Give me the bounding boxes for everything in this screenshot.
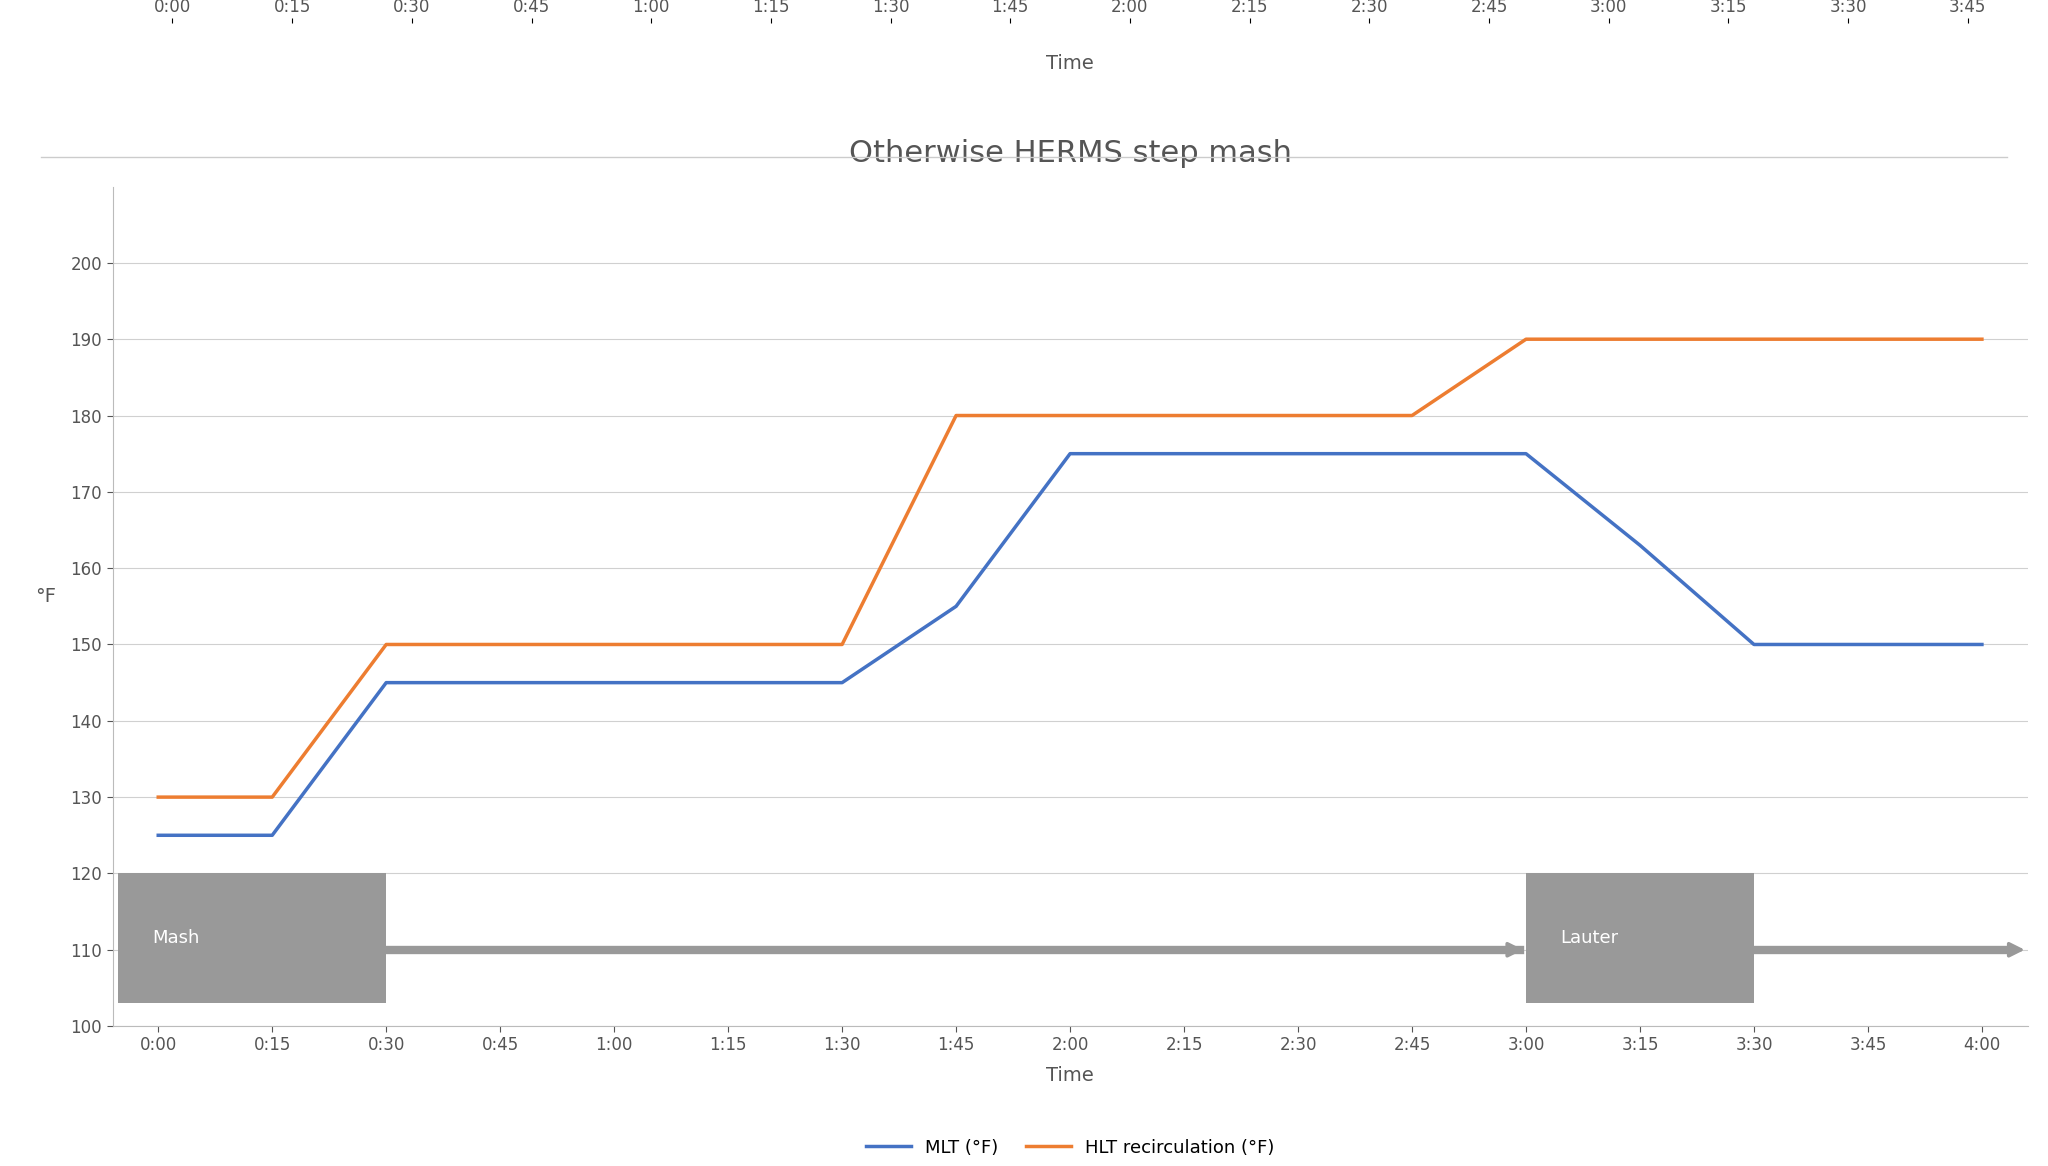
Text: Lauter: Lauter <box>1561 929 1618 947</box>
Legend: MLT (°F), HLT recirculation (°F): MLT (°F), HLT recirculation (°F) <box>858 192 1282 225</box>
Title: Otherwise HERMS step mash: Otherwise HERMS step mash <box>848 139 1292 168</box>
Bar <box>119 873 387 1003</box>
X-axis label: Time: Time <box>1047 1066 1094 1084</box>
Text: Mash: Mash <box>152 929 201 947</box>
Legend: MLT (°F), HLT recirculation (°F): MLT (°F), HLT recirculation (°F) <box>858 1131 1282 1164</box>
Text: Time: Time <box>1047 54 1094 73</box>
Y-axis label: °F: °F <box>35 588 55 606</box>
Bar <box>1526 873 1753 1003</box>
